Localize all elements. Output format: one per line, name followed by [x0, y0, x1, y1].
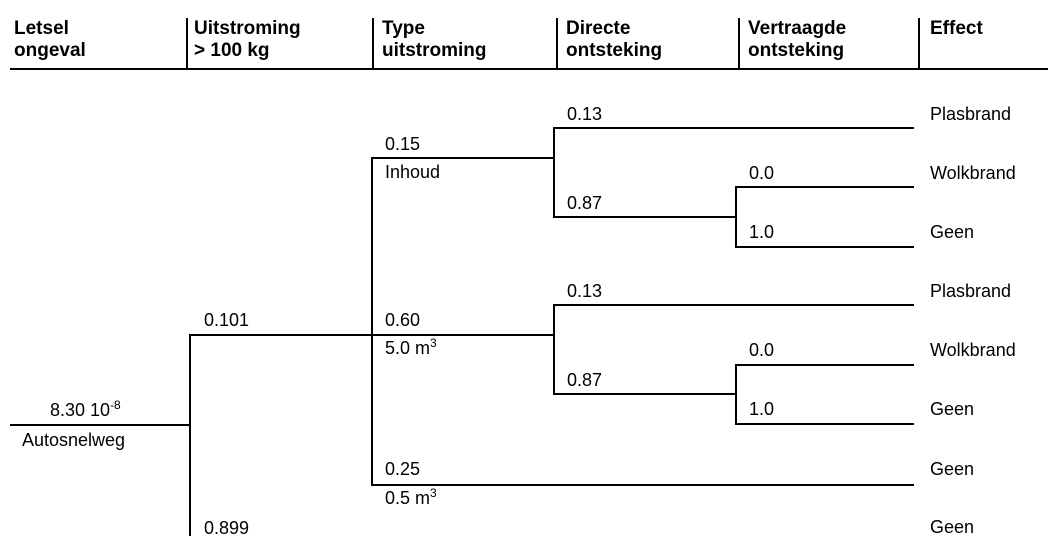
effect-label: Wolkbrand	[930, 163, 1016, 183]
direct-branch-vertical	[553, 127, 555, 216]
direct-no-line	[553, 393, 736, 395]
header-line: Vertraagde	[748, 18, 847, 39]
header-line: Type	[382, 18, 425, 39]
delayed-no-prob: 1.0	[749, 222, 775, 242]
type-branch-vertical	[371, 157, 373, 484]
direct-branch-vertical	[553, 304, 555, 393]
release-yes-line	[189, 334, 372, 336]
direct-yes-line	[553, 304, 914, 306]
header-line: Directe	[566, 18, 631, 39]
header-line: Uitstroming	[194, 18, 301, 39]
effect-label: Geen	[930, 222, 975, 242]
release-branch-vertical	[189, 334, 191, 536]
header-line: Effect	[930, 18, 983, 39]
header-rule	[10, 68, 1048, 70]
delayed-no-line	[735, 423, 914, 425]
type-label-sup: 3	[430, 486, 437, 500]
type-line	[371, 484, 914, 486]
release-no-prob: 0.899	[204, 518, 250, 538]
header-col-letsel: Letsel ongeval	[14, 18, 86, 62]
header-col-effect: Effect	[930, 18, 983, 40]
header-line: ontsteking	[748, 40, 845, 61]
direct-yes-line	[553, 127, 914, 129]
delayed-branch-vertical	[735, 364, 737, 423]
root-label: Autosnelweg	[22, 430, 126, 450]
root-value: 8.30 10	[50, 400, 111, 420]
type-line	[371, 334, 554, 336]
root-frequency: 8.30 10-8	[50, 398, 121, 420]
delayed-yes-line	[735, 364, 914, 366]
direct-no-prob: 0.87	[567, 193, 603, 213]
release-yes-prob: 0.101	[204, 310, 250, 330]
delayed-no-prob: 1.0	[749, 399, 775, 419]
effect-label: Geen	[930, 517, 975, 537]
type-label-text: 5.0 m	[385, 338, 431, 358]
delayed-yes-line	[735, 186, 914, 188]
delayed-yes-prob: 0.0	[749, 340, 775, 360]
delayed-yes-prob: 0.0	[749, 163, 775, 183]
direct-yes-prob: 0.13	[567, 281, 603, 301]
type-line	[371, 157, 554, 159]
header-line: Letsel	[14, 18, 69, 39]
type-label-sup: 3	[430, 336, 437, 350]
effect-label: Geen	[930, 399, 975, 419]
header-col-directe: Directe ontsteking	[566, 18, 662, 62]
type-label-text: Inhoud	[385, 162, 441, 182]
direct-no-line	[553, 216, 736, 218]
delayed-no-line	[735, 246, 914, 248]
root-line	[10, 424, 190, 426]
type-prob: 0.25	[385, 459, 421, 479]
header-line: ongeval	[14, 40, 86, 61]
effect-label: Plasbrand	[930, 281, 1012, 301]
direct-yes-prob: 0.13	[567, 104, 603, 124]
header-line: > 100 kg	[194, 40, 270, 61]
header-col-type: Type uitstroming	[382, 18, 487, 62]
header-col-uitstroming: Uitstroming > 100 kg	[194, 18, 301, 62]
type-label: 0.5 m3	[385, 486, 437, 508]
type-label: 5.0 m3	[385, 336, 437, 358]
header-separator	[186, 18, 188, 70]
header-separator	[372, 18, 374, 70]
delayed-branch-vertical	[735, 186, 737, 246]
header-separator	[556, 18, 558, 70]
header-separator	[918, 18, 920, 70]
type-label: Inhoud	[385, 162, 440, 182]
header-separator	[738, 18, 740, 70]
header-col-vertraagde: Vertraagde ontsteking	[748, 18, 846, 62]
effect-label: Plasbrand	[930, 104, 1012, 124]
direct-no-prob: 0.87	[567, 370, 603, 390]
type-label-text: 0.5 m	[385, 488, 431, 508]
effect-label: Geen	[930, 459, 975, 479]
header-line: uitstroming	[382, 40, 487, 61]
header-line: ontsteking	[566, 40, 663, 61]
type-prob: 0.15	[385, 134, 421, 154]
type-prob: 0.60	[385, 310, 421, 330]
effect-label: Wolkbrand	[930, 340, 1016, 360]
root-exponent: -8	[110, 398, 121, 412]
